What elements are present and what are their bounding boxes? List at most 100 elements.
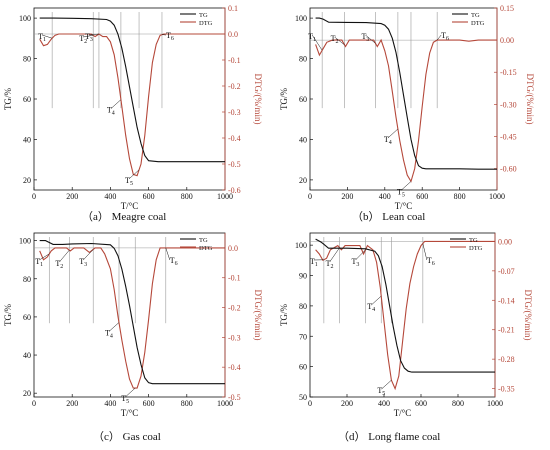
y-tick-label-dtg: -0.30 xyxy=(500,100,517,109)
marker-label-t5: T5 xyxy=(121,394,129,405)
marker-label-t4: T4 xyxy=(384,135,392,146)
y-tick-label-tg: 90 xyxy=(299,272,307,281)
x-tick-label: 800 xyxy=(452,399,464,408)
y-tick-label-dtg: -0.14 xyxy=(498,296,515,305)
x-tick-label: 0 xyxy=(32,192,36,201)
marker-label-t4: T4 xyxy=(105,328,113,339)
marker-label-t5: T5 xyxy=(377,386,385,397)
y-tick-label-tg: 80 xyxy=(23,275,31,284)
y-axis-label-dtg: DTG/(%/min) xyxy=(253,290,263,341)
marker-label-t2: T2 xyxy=(79,34,87,45)
y-tick-label-dtg: -0.07 xyxy=(498,267,515,276)
marker-label-t6: T6 xyxy=(170,256,178,267)
x-tick-label: 600 xyxy=(415,399,427,408)
y-tick-label-dtg: -0.2 xyxy=(228,82,241,91)
y-tick-label-tg: 60 xyxy=(299,95,307,104)
marker-label-t5: T5 xyxy=(397,187,405,198)
y-axis-label-dtg: DTG/(%/min) xyxy=(523,290,533,341)
marker-leader-t3 xyxy=(88,33,99,36)
panel-d: 0 200 400 600 800 1000 50 60 70 80 90 100 0.00 -0.07 -… xyxy=(279,232,533,418)
x-axis-label: T/°C xyxy=(121,201,139,211)
legend-label-tg: TG xyxy=(199,237,208,244)
caption-gas-coal: （c） Gas coal xyxy=(93,431,161,443)
x-tick-label: 800 xyxy=(454,192,466,201)
x-tick-label: 200 xyxy=(66,399,78,408)
x-tick-label: 800 xyxy=(181,399,193,408)
marker-leader-t2 xyxy=(59,249,70,263)
dtg-line xyxy=(39,247,225,389)
marker-label-t4: T4 xyxy=(107,106,115,117)
x-tick-label: 400 xyxy=(379,192,391,201)
y-tick-label-tg: 20 xyxy=(299,176,307,185)
marker-label-t3: T3 xyxy=(79,257,87,268)
x-tick-label: 400 xyxy=(104,399,116,408)
legend-label-tg: TG xyxy=(471,12,480,19)
x-tick-label: 1000 xyxy=(217,399,233,408)
marker-leader-t1 xyxy=(42,34,53,39)
marker-label-t2: T2 xyxy=(55,259,63,270)
tg-line xyxy=(315,238,495,373)
marker-leader-t5 xyxy=(128,169,140,180)
y-tick-label-dtg: -0.60 xyxy=(500,165,517,174)
y-tick-label-dtg: 0.15 xyxy=(500,4,514,13)
caption-lean-coal: （b） Lean coal xyxy=(352,211,426,223)
marker-leader-t5 xyxy=(381,379,392,390)
x-tick-label: 800 xyxy=(181,192,193,201)
y-tick-label-dtg: -0.5 xyxy=(228,393,241,402)
y-axis-label-tg: TG/% xyxy=(3,88,13,110)
y-tick-label-tg: 40 xyxy=(299,135,307,144)
y-tick-label-tg: 100 xyxy=(295,241,307,250)
tg-line xyxy=(39,240,225,385)
tg-line xyxy=(315,17,497,170)
marker-leader-t6 xyxy=(436,34,442,41)
y-axis-label-tg: TG/% xyxy=(279,88,289,110)
marker-leader-t3 xyxy=(355,249,366,261)
y-tick-label-dtg: -0.1 xyxy=(228,274,241,283)
marker-label-t6: T6 xyxy=(166,31,174,42)
marker-label-t3: T3 xyxy=(352,257,360,268)
marker-leader-t2 xyxy=(334,36,345,46)
y-tick-label-dtg: -0.15 xyxy=(500,68,517,77)
y-tick-label-dtg: -0.2 xyxy=(228,304,241,313)
y-axis-label-tg: TG/% xyxy=(3,304,13,326)
x-tick-label: 0 xyxy=(308,399,312,408)
y-tick-label-tg: 100 xyxy=(295,14,307,23)
x-tick-label: 600 xyxy=(143,192,155,201)
marker-leader-t5 xyxy=(400,181,412,191)
y-tick-label-dtg: 0.1 xyxy=(228,4,238,13)
y-tick-label-dtg: -0.45 xyxy=(500,132,517,141)
marker-label-t1: T1 xyxy=(35,257,43,268)
marker-leader-t4 xyxy=(371,295,382,306)
y-tick-label-dtg: -0.6 xyxy=(228,186,241,195)
marker-leader-t4 xyxy=(387,128,399,139)
marker-leader-t3 xyxy=(83,249,94,261)
x-tick-label: 400 xyxy=(104,192,116,201)
marker-leader-t2 xyxy=(83,35,94,38)
x-tick-label: 0 xyxy=(308,192,312,201)
dtg-line xyxy=(315,240,495,391)
y-tick-label-dtg: -0.4 xyxy=(228,363,241,372)
x-tick-label: 200 xyxy=(341,399,353,408)
plot-frame xyxy=(33,232,226,398)
legend-label-dtg: DTG xyxy=(199,245,213,252)
y-tick-label-dtg: -0.4 xyxy=(228,134,241,143)
y-axis-label-dtg: DTG/(%/min) xyxy=(525,74,535,125)
y-tick-label-tg: 60 xyxy=(23,95,31,104)
y-axis-label-tg: TG/% xyxy=(279,304,289,326)
x-axis-label: T/°C xyxy=(395,201,413,211)
y-tick-label-dtg: -0.3 xyxy=(228,108,241,117)
x-tick-label: 600 xyxy=(143,399,155,408)
y-tick-label-tg: 40 xyxy=(23,135,31,144)
marker-label-t1: T1 xyxy=(310,257,318,268)
legend-label-dtg: DTG xyxy=(199,20,213,27)
marker-leader-t6 xyxy=(422,243,428,261)
marker-label-t4: T4 xyxy=(367,302,375,313)
caption-long-flame-coal: （d） Long flame coal xyxy=(338,431,441,443)
y-tick-label-tg: 80 xyxy=(299,55,307,64)
x-tick-label: 1000 xyxy=(489,192,505,201)
marker-label-t3: T3 xyxy=(85,32,93,43)
marker-label-t3: T3 xyxy=(361,32,369,43)
x-tick-label: 1000 xyxy=(217,192,233,201)
y-tick-label-dtg: -0.35 xyxy=(498,385,515,394)
